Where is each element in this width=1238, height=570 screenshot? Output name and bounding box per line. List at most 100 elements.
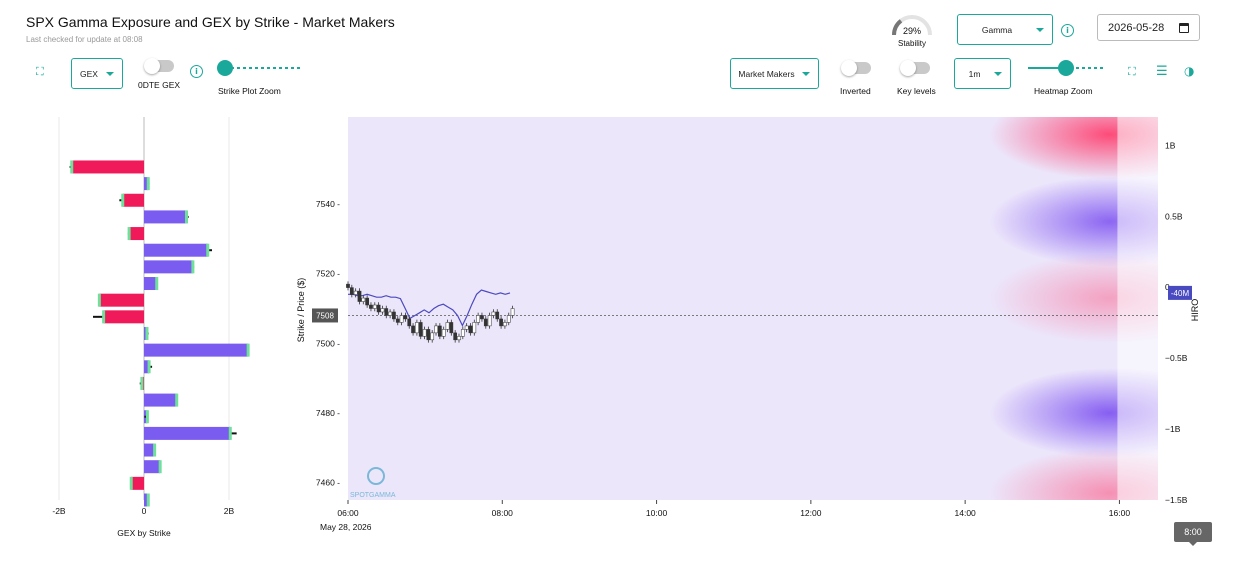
time-tick-label: 10:00 [646,508,668,518]
metric-select[interactable]: Gamma [957,14,1053,45]
gex-by-strike-chart: -2B 0 2B GEX by Strike [52,117,250,538]
gex-bar[interactable] [99,293,144,307]
strike-tick-label: 7500 - [316,338,340,348]
participant-select-value: Market Makers [738,68,795,79]
gex-bar[interactable] [103,310,144,324]
strike-zoom-label: Strike Plot Zoom [218,86,281,96]
gex-bar[interactable] [144,243,208,257]
price-candle[interactable] [384,308,389,316]
participant-select[interactable]: Market Makers [730,58,819,89]
slider-fill [1028,67,1066,69]
gex-bar[interactable] [144,460,161,474]
price-candle[interactable] [376,304,381,313]
price-candle[interactable] [480,315,484,320]
key-levels-toggle[interactable] [900,60,930,76]
gex-bar[interactable] [144,443,155,457]
gex-bar[interactable] [144,493,149,507]
price-candle[interactable] [487,315,492,327]
chevron-down-icon [994,71,1002,76]
expand-right-icon[interactable]: ⛶ [1128,65,1136,78]
price-candle[interactable] [457,336,461,341]
price-candle[interactable] [441,329,446,337]
price-candle[interactable] [399,315,404,323]
odte-info-icon[interactable]: i [190,65,203,78]
price-candle[interactable] [346,283,350,288]
gex-bar[interactable] [122,193,144,207]
gex-bar[interactable] [144,177,149,191]
gex-bar[interactable] [144,210,187,224]
odte-toggle[interactable] [144,58,174,74]
price-candle[interactable] [460,329,465,337]
gex-bar[interactable] [144,277,157,291]
contrast-icon[interactable]: ◑ [1184,64,1195,78]
price-candle[interactable] [357,290,362,302]
hiro-tick-label: 0 [1165,282,1170,292]
price-candle[interactable] [503,322,507,327]
gex-x-axis-label: GEX by Strike [117,528,171,538]
price-candle[interactable] [372,304,377,309]
price-candle[interactable] [430,332,435,341]
price-candle[interactable] [422,329,427,337]
price-candle[interactable] [506,315,511,323]
price-candle[interactable] [499,318,503,327]
slider-thumb[interactable] [1058,60,1074,76]
bar-end-marker [147,360,151,374]
time-tick-label: 12:00 [800,508,822,518]
price-candle[interactable] [434,325,438,334]
bar-end-marker [97,293,101,307]
settings-sliders-icon[interactable]: ☰ [1156,64,1168,79]
heatmap-zoom-slider[interactable] [1028,60,1104,76]
gex-bar[interactable] [144,260,193,274]
hiro-tick-label: −1.5B [1165,495,1188,505]
gex-bar[interactable] [144,360,150,374]
price-candle[interactable] [353,290,358,295]
gex-bar[interactable] [144,393,177,407]
price-candle[interactable] [369,304,373,309]
price-candle[interactable] [483,318,488,327]
heatmap-hotspot [989,176,1158,267]
price-candle[interactable] [445,322,450,330]
date-picker[interactable]: 2026-05-28 [1097,14,1200,41]
gex-bar[interactable] [71,160,144,174]
gex-bar[interactable] [129,227,144,241]
slider-thumb[interactable] [217,60,233,76]
gex-bar[interactable] [144,426,231,440]
gex-select[interactable]: GEX [71,58,123,89]
price-candle[interactable] [476,315,480,323]
current-price-badge [312,308,338,323]
bar-end-marker [146,177,150,191]
price-candle[interactable] [472,322,477,334]
price-candle[interactable] [415,322,419,334]
price-candle[interactable] [495,311,500,320]
price-candle[interactable] [407,318,412,327]
price-candle[interactable] [464,325,469,330]
price-candle[interactable] [411,325,415,334]
price-candle[interactable] [392,311,396,320]
price-candle[interactable] [449,322,454,334]
gex-bar[interactable] [131,476,144,490]
bar-end-marker [121,193,125,207]
bar-end-marker [140,376,144,390]
price-candle[interactable] [380,308,385,313]
price-candle[interactable] [349,287,354,295]
price-candle[interactable] [491,311,496,316]
after-close-band [1117,117,1158,500]
price-candle[interactable] [388,311,392,316]
price-candle[interactable] [403,315,408,320]
strike-zoom-slider[interactable] [217,60,303,76]
price-candle[interactable] [426,329,431,341]
price-candle[interactable] [510,308,515,316]
bar-end-marker [185,210,188,224]
gex-bar[interactable] [144,343,249,357]
price-candle[interactable] [395,318,400,323]
metric-info-icon[interactable]: i [1061,24,1074,37]
price-candle[interactable] [418,322,423,337]
inverted-toggle[interactable] [841,60,871,76]
price-candle[interactable] [365,297,369,306]
interval-select[interactable]: 1m [954,58,1011,89]
price-candle[interactable] [361,297,366,302]
price-candle[interactable] [453,332,458,341]
price-candle[interactable] [468,325,473,334]
expand-left-icon[interactable]: ⛶ [36,65,44,78]
price-candle[interactable] [438,325,442,337]
